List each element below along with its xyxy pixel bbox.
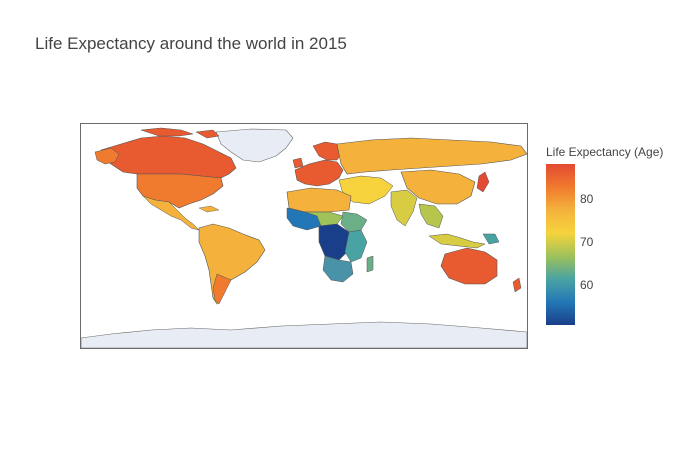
colorbar-tick-70: 70 (580, 235, 594, 249)
colorbar-title: Life Expectancy (Age) (546, 145, 664, 159)
map-svg (81, 127, 527, 348)
colorbar (546, 164, 575, 325)
southern-cone-shape[interactable] (212, 273, 232, 305)
colorbar-tick-60: 60 (580, 278, 594, 292)
new-zealand-shape[interactable] (512, 277, 522, 293)
russia-shape[interactable] (336, 137, 527, 175)
chart-title: Life Expectancy around the world in 2015 (35, 34, 347, 53)
southern-africa-shape[interactable] (322, 255, 354, 283)
papua-shape[interactable] (482, 233, 500, 245)
central-africa-shape[interactable] (318, 223, 352, 261)
madagascar-shape[interactable] (366, 255, 374, 273)
southeast-asia-shape[interactable] (418, 203, 444, 229)
colorbar-tick-80: 80 (580, 192, 594, 206)
world-map[interactable] (80, 123, 528, 349)
uk-shape[interactable] (292, 157, 304, 169)
north-africa-shape[interactable] (286, 187, 352, 213)
caribbean-shape[interactable] (198, 205, 220, 213)
india-shape[interactable] (390, 189, 418, 227)
canada-shape[interactable] (100, 135, 237, 179)
antarctica-shape[interactable] (81, 321, 527, 348)
china-shape[interactable] (400, 169, 476, 205)
japan-shape[interactable] (476, 171, 490, 193)
europe-shape[interactable] (294, 159, 344, 187)
east-africa-shape[interactable] (344, 229, 368, 263)
australia-shape[interactable] (440, 247, 498, 285)
arctic-islands-shape[interactable] (140, 127, 220, 139)
alaska-shape[interactable] (94, 147, 120, 165)
south-america-shape[interactable] (198, 223, 266, 305)
indonesia-shape[interactable] (428, 233, 486, 249)
greenland-shape[interactable] (215, 128, 294, 163)
